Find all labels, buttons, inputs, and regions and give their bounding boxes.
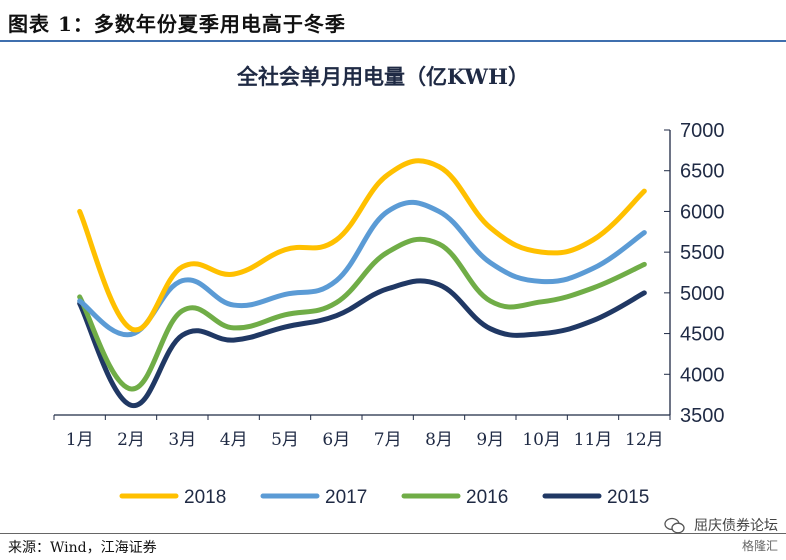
y-tick-label: 3500 bbox=[680, 405, 725, 427]
x-tick-label: 6月 bbox=[322, 430, 350, 450]
x-tick-label: 5月 bbox=[271, 430, 299, 450]
legend-label-2015: 2015 bbox=[607, 487, 649, 508]
watermark-text-secondary: 格隆汇 bbox=[741, 539, 778, 553]
figure-header: 图表 1：多数年份夏季用电高于冬季 bbox=[0, 0, 786, 44]
x-tick-label: 8月 bbox=[425, 430, 453, 450]
y-tick-label: 6000 bbox=[680, 201, 725, 223]
line-chart: 全社会单月用电量（亿KWH） 1月 2月 3月 4月 5月 6月 7月 8月 9月 10月 11月 1… bbox=[53, 64, 725, 508]
y-tick-label: 4000 bbox=[680, 364, 725, 386]
y-tick-label: 5500 bbox=[680, 242, 725, 264]
legend-label-2016: 2016 bbox=[466, 487, 508, 508]
legend-label-2017: 2017 bbox=[325, 487, 367, 508]
y-tick-label: 5000 bbox=[680, 283, 725, 305]
header-rule bbox=[0, 40, 786, 42]
y-tick-label: 7000 bbox=[680, 120, 725, 142]
series-line-2017 bbox=[77, 199, 647, 338]
x-tick-label: 12月 bbox=[625, 430, 664, 450]
chart-title: 全社会单月用电量（亿KWH） bbox=[236, 64, 529, 89]
x-tick-label: 10月 bbox=[522, 430, 561, 450]
series-line-2016 bbox=[77, 236, 647, 392]
x-tick-label: 11月 bbox=[574, 430, 613, 450]
plot-area: 1月 2月 3月 4月 5月 6月 7月 8月 9月 10月 11月 12月 3500 4000 4500 5… bbox=[53, 120, 725, 450]
source-note: 来源：Wind，江海证券 bbox=[8, 540, 157, 556]
wechat-icon bbox=[663, 517, 685, 534]
watermark: 屈庆债券论坛 格隆汇 bbox=[663, 515, 778, 554]
watermark-text: 屈庆债券论坛 bbox=[694, 518, 778, 534]
legend-label-2018: 2018 bbox=[184, 487, 226, 508]
series-line-2015 bbox=[77, 278, 647, 408]
x-tick-label: 9月 bbox=[476, 430, 504, 450]
x-tick-label: 4月 bbox=[220, 430, 248, 450]
x-tick-label: 7月 bbox=[374, 430, 402, 450]
series-line-2018 bbox=[77, 158, 647, 333]
x-tick-label: 2月 bbox=[117, 430, 145, 450]
x-tick-label: 1月 bbox=[66, 430, 94, 450]
figure-title: 图表 1：多数年份夏季用电高于冬季 bbox=[8, 12, 346, 36]
y-tick-label: 4500 bbox=[680, 324, 725, 346]
footer-rule bbox=[0, 533, 786, 534]
x-tick-label: 3月 bbox=[168, 430, 196, 450]
y-tick-label: 6500 bbox=[680, 161, 725, 183]
legend: 2018 2017 2016 2015 bbox=[119, 487, 649, 508]
